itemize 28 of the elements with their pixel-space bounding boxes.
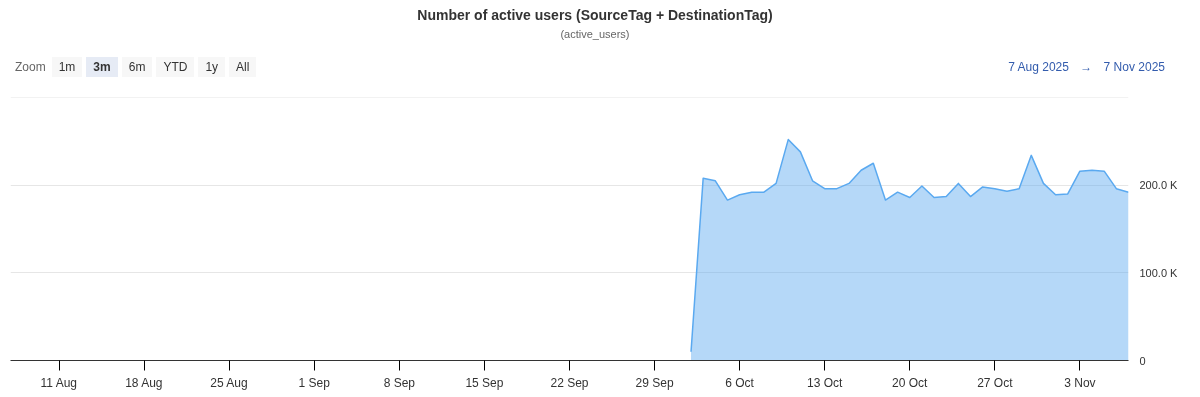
- chart-title: Number of active users (SourceTag + DestinationTag): [416, 6, 774, 25]
- x-tick-label: 22 Sep: [550, 375, 589, 390]
- x-tick-label: 20 Oct: [892, 375, 929, 390]
- x-tick-label: 8 Sep: [383, 375, 416, 390]
- text: Zoom: [15, 60, 46, 74]
- text: 1m: [51, 57, 83, 77]
- text: 3m: [86, 57, 118, 77]
- text: 7 Aug 2025: [1008, 60, 1069, 74]
- y-tick-label: 0: [1139, 354, 1146, 367]
- text: 7 Nov 2025: [1103, 60, 1165, 74]
- text: →: [1080, 60, 1093, 74]
- y-tick-label: 100.0 K: [1139, 266, 1179, 279]
- x-tick-label: 11 Aug: [40, 375, 78, 390]
- chart-subtitle: (active_users): [559, 27, 631, 42]
- x-tick-label: 3 Nov: [1064, 375, 1096, 390]
- text: All: [229, 57, 257, 77]
- x-tick-label: 15 Sep: [465, 375, 504, 390]
- text: YTD: [156, 57, 195, 77]
- x-tick-label: 29 Sep: [635, 375, 674, 390]
- text: 6m: [121, 57, 153, 77]
- x-tick-label: 6 Oct: [725, 375, 755, 390]
- x-tick-label: 27 Oct: [977, 375, 1014, 390]
- x-tick-label: 25 Aug: [210, 375, 248, 390]
- x-tick-label: 18 Aug: [125, 375, 163, 390]
- y-tick-label: 200.0 K: [1139, 179, 1179, 192]
- x-tick-label: 13 Oct: [807, 375, 844, 390]
- x-tick-label: 1 Sep: [298, 375, 331, 390]
- text: 1y: [198, 57, 226, 77]
